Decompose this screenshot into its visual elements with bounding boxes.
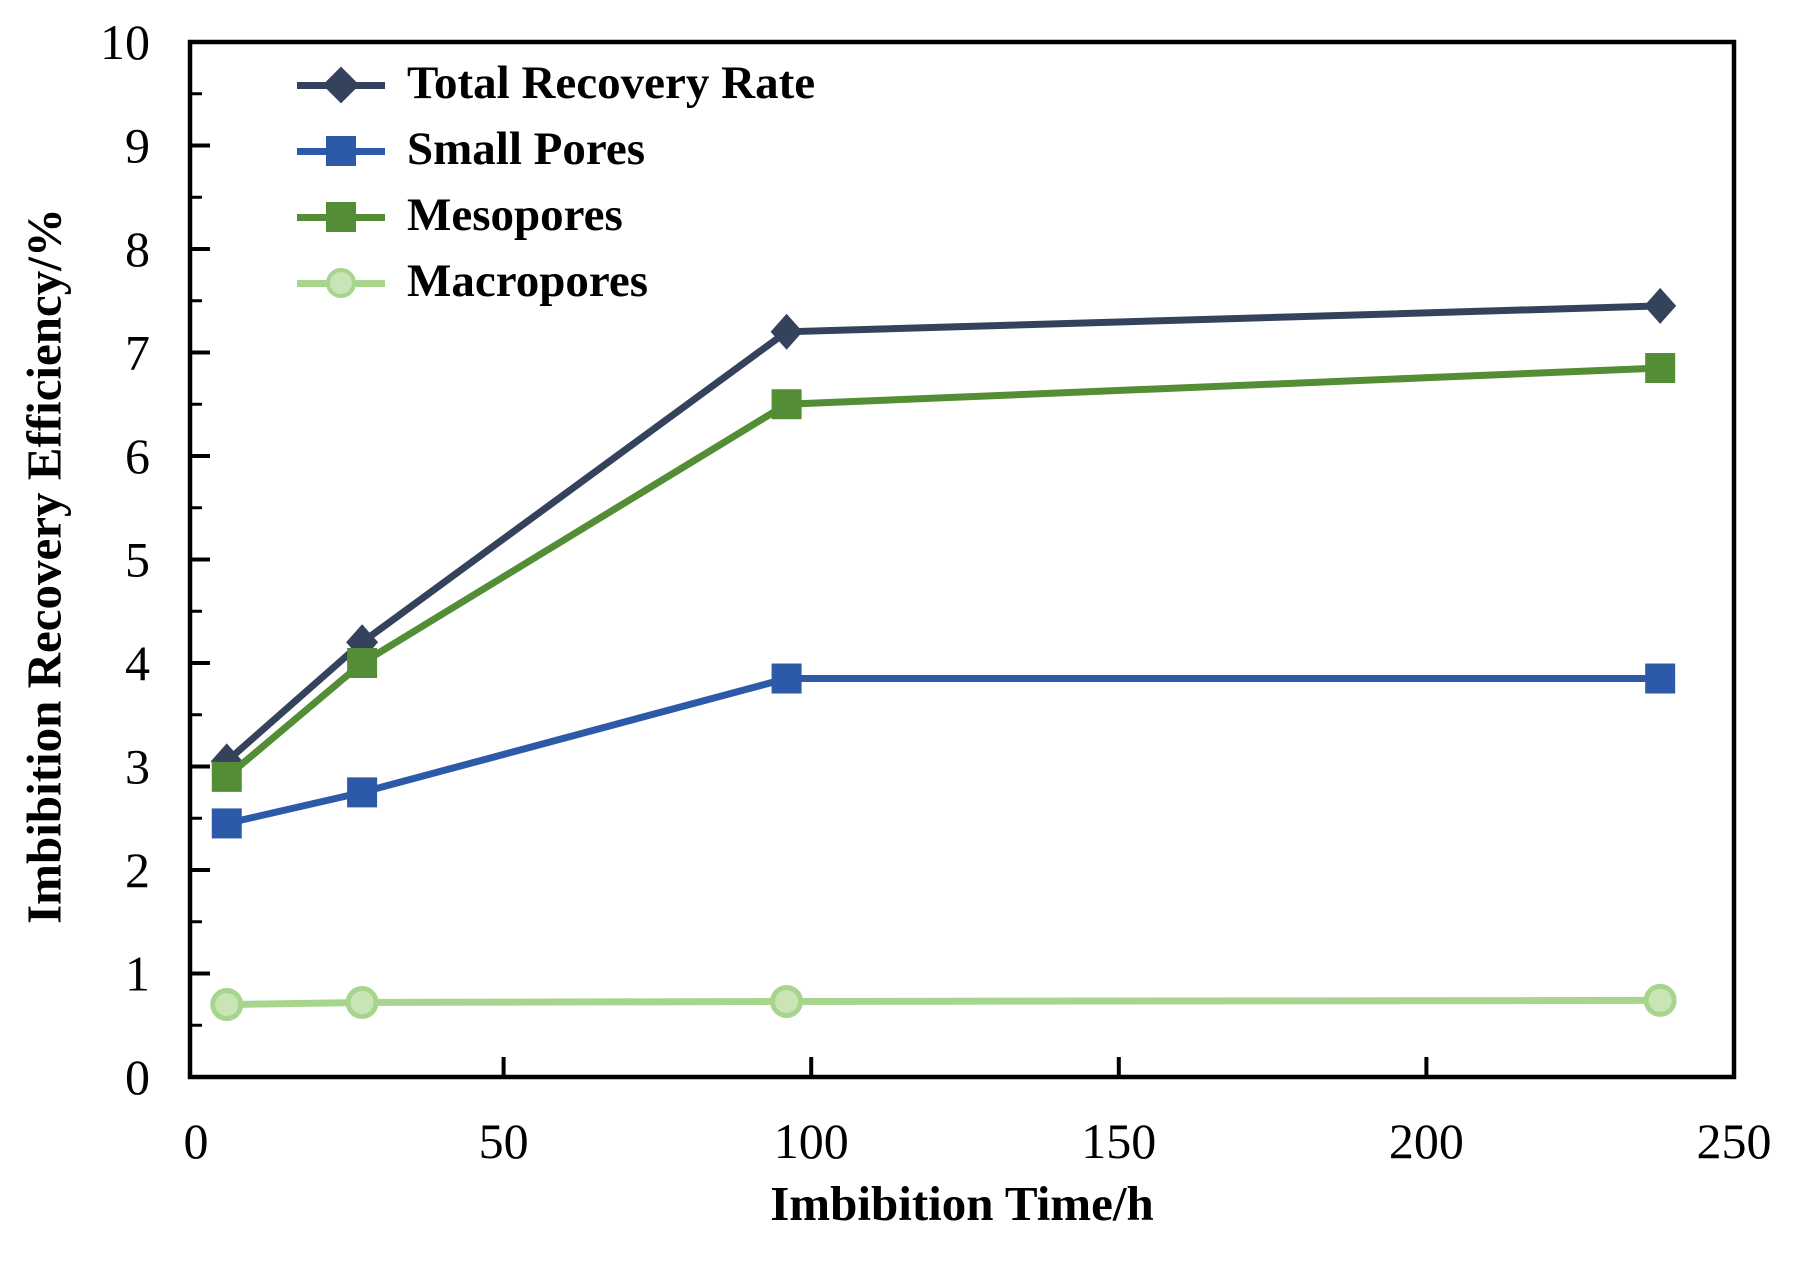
legend-item-small-pores: Small Pores (297, 118, 815, 184)
legend: Total Recovery Rate Small Pores Mesopore… (297, 52, 815, 316)
data-point-square (347, 777, 378, 808)
legend-label-mesopores: Mesopores (407, 188, 623, 241)
y-tick-label: 0 (125, 1049, 150, 1105)
x-tick-label: 200 (1389, 1113, 1464, 1169)
diamond-marker-icon (322, 66, 360, 104)
y-tick-label: 8 (125, 221, 150, 277)
legend-swatch-total (297, 61, 385, 109)
legend-swatch-mesopores (297, 193, 385, 241)
series-line-0 (224, 302, 1661, 764)
data-point-circle (1643, 983, 1677, 1017)
series-line-3 (226, 996, 1661, 1009)
y-tick-label: 9 (125, 118, 150, 174)
square-marker-icon (326, 202, 356, 232)
data-point-square (211, 808, 242, 839)
legend-label-total: Total Recovery Rate (407, 56, 816, 109)
y-tick-label: 2 (125, 842, 150, 898)
legend-label-macropores: Macropores (407, 254, 649, 307)
x-tick-label: 50 (479, 1113, 529, 1169)
y-tick-label: 3 (125, 739, 150, 795)
series-line-2 (224, 364, 1661, 780)
x-axis-title: Imbibition Time/h (770, 1176, 1154, 1231)
data-point-square (771, 389, 802, 420)
data-point-square (211, 761, 242, 792)
square-marker-icon (326, 136, 356, 166)
y-tick-label: 1 (125, 946, 150, 1002)
data-point-circle (770, 984, 804, 1018)
data-point-circle (345, 985, 379, 1019)
y-axis-title: Imbibition Recovery Efficiency/% (16, 208, 72, 924)
legend-item-mesopores: Mesopores (297, 184, 815, 250)
data-point-square (1645, 663, 1676, 694)
y-tick-label: 6 (125, 428, 150, 484)
data-point-diamond (1644, 287, 1677, 324)
legend-swatch-macropores (297, 259, 385, 307)
series-line-1 (225, 675, 1661, 827)
legend-item-total-recovery-rate: Total Recovery Rate (297, 52, 815, 118)
circle-marker-icon (326, 268, 356, 298)
data-point-square (1645, 353, 1676, 384)
y-tick-label: 5 (125, 532, 150, 588)
y-tick-label: 10 (100, 14, 150, 70)
y-tick-label: 4 (125, 635, 150, 691)
x-tick-label: 250 (1697, 1113, 1772, 1169)
data-point-square (771, 663, 802, 694)
x-tick-label: 150 (1081, 1113, 1156, 1169)
x-tick-label: 100 (774, 1113, 849, 1169)
data-point-circle (210, 988, 244, 1022)
data-point-diamond (770, 313, 803, 350)
legend-item-macropores: Macropores (297, 250, 815, 316)
x-tick-label: 0 (184, 1113, 209, 1169)
y-tick-label: 7 (125, 325, 150, 381)
legend-swatch-small-pores (297, 127, 385, 175)
data-point-square (347, 648, 378, 678)
legend-label-small-pores: Small Pores (407, 122, 646, 175)
